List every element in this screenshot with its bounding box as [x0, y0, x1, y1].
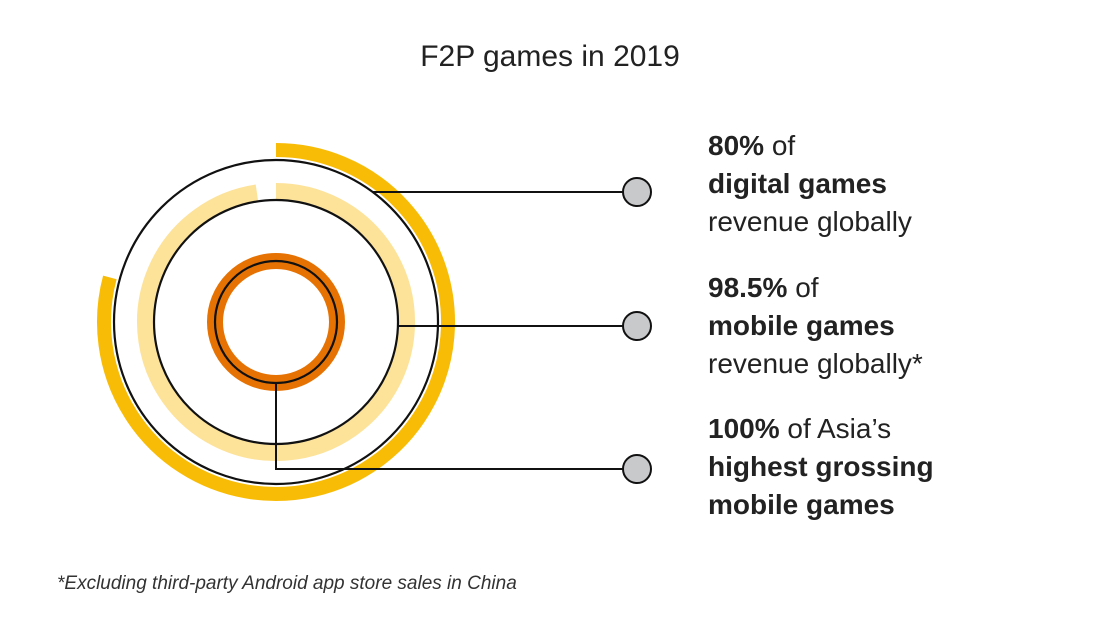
stat-value: 100%: [708, 413, 780, 444]
marker-dot-0: [622, 177, 652, 207]
stat-connector: of: [795, 272, 819, 303]
chart-title: F2P games in 2019: [420, 40, 680, 73]
outline-circle-2: [213, 259, 339, 385]
marker-dot-2: [622, 454, 652, 484]
stat-value: 98.5%: [708, 272, 788, 303]
stat-subject: mobile games: [708, 310, 895, 341]
stat-value: 80%: [708, 130, 765, 161]
value-arc-1: [137, 183, 416, 461]
stat-connector: of Asia’s: [787, 413, 892, 444]
stat-asia-games: 100% of Asia’s highest grossing mobile g…: [708, 410, 934, 524]
value-arc-0: [97, 143, 455, 501]
stat-subject-line2: mobile games: [708, 489, 895, 520]
stat-subject-line1: highest grossing: [708, 451, 934, 482]
stat-connector: of: [771, 130, 796, 161]
outline-circle-0: [112, 158, 440, 486]
footnote: *Excluding third-party Android app store…: [57, 573, 517, 594]
stat-suffix: revenue globally*: [708, 348, 923, 379]
stat-suffix: revenue globally: [708, 206, 912, 237]
marker-dot-1: [622, 311, 652, 341]
leader-line-2: [275, 383, 637, 470]
stat-mobile-games: 98.5% of mobile games revenue globally*: [708, 269, 923, 383]
stat-digital-games: 80% of digital games revenue globally: [708, 127, 912, 241]
stat-subject: digital games: [708, 168, 887, 199]
